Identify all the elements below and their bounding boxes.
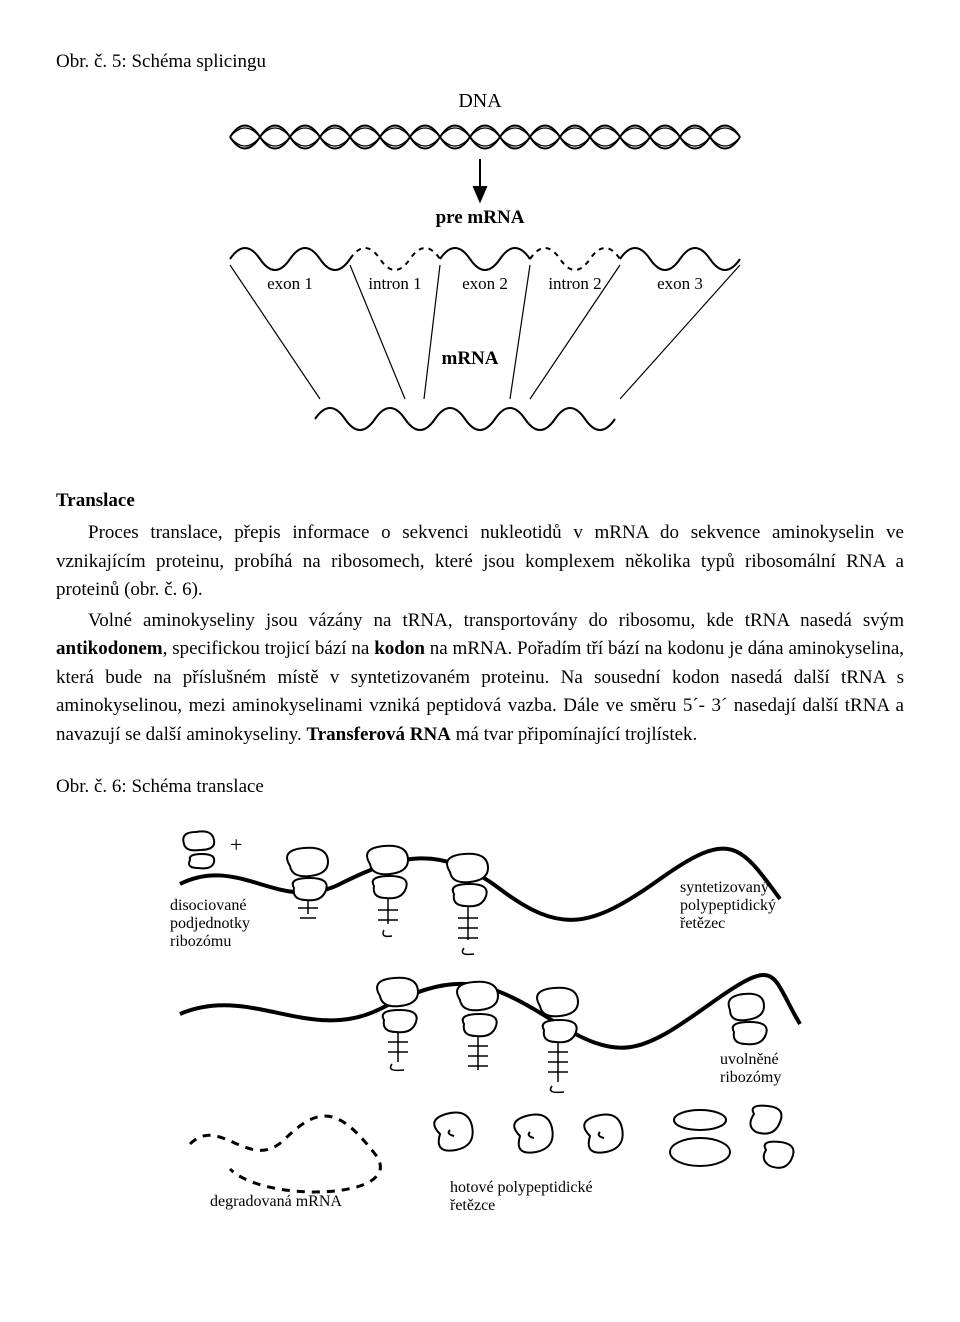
svg-text:exon 3: exon 3 — [657, 274, 703, 293]
finished-chains — [434, 1112, 622, 1152]
dna-helix — [230, 125, 740, 148]
figure-1-caption: Obr. č. 5: Schéma splicingu — [56, 48, 904, 77]
freed-ribosome — [729, 993, 767, 1044]
arrow-dna-to-pre — [474, 159, 486, 201]
figure-translation: + — [56, 814, 904, 1214]
dna-label: DNA — [458, 90, 502, 112]
pre-mrna-label: pre mRNA — [436, 207, 525, 228]
ribosomes-top — [287, 845, 488, 954]
splicing-diagram: DNA pre mRNA exon 1 intron 1 exon 2 intr… — [160, 89, 800, 459]
svg-text:exon 2: exon 2 — [462, 274, 508, 293]
dissoc-ribosome: + — [183, 831, 242, 868]
mrna-label: mRNA — [442, 348, 499, 369]
segment-labels: exon 1 intron 1 exon 2 intron 2 exon 3 — [267, 274, 703, 293]
pre-mrna — [230, 248, 740, 270]
translation-diagram: + — [120, 814, 840, 1214]
svg-text:intron 1: intron 1 — [368, 274, 421, 293]
svg-text:uvolněnéribozómy: uvolněnéribozómy — [720, 1051, 781, 1086]
svg-text:intron 2: intron 2 — [548, 274, 601, 293]
svg-text:degradovaná mRNA: degradovaná mRNA — [210, 1193, 342, 1210]
svg-text:exon 1: exon 1 — [267, 274, 313, 293]
degraded-mrna — [190, 1116, 380, 1192]
figure-splicing: DNA pre mRNA exon 1 intron 1 exon 2 intr… — [56, 89, 904, 459]
svg-text:hotové polypeptidickéřetězce: hotové polypeptidickéřetězce — [450, 1179, 593, 1214]
svg-text:disociovanépodjednotkyribozómu: disociovanépodjednotkyribozómu — [170, 897, 250, 950]
svg-text:+: + — [230, 832, 242, 857]
paragraph-2: Volné aminokyseliny jsou vázány na tRNA,… — [56, 607, 904, 750]
ribosomes-mid — [377, 977, 578, 1092]
section-heading: Translace — [56, 487, 904, 516]
released-shapes — [670, 1105, 794, 1167]
paragraph-1: Proces translace, přepis informace o sek… — [56, 519, 904, 605]
mrna-wave — [315, 408, 615, 430]
svg-text:syntetizovanýpolypeptidickýřet: syntetizovanýpolypeptidickýřetězec — [680, 879, 776, 932]
figure-2-caption: Obr. č. 6: Schéma translace — [56, 773, 904, 802]
